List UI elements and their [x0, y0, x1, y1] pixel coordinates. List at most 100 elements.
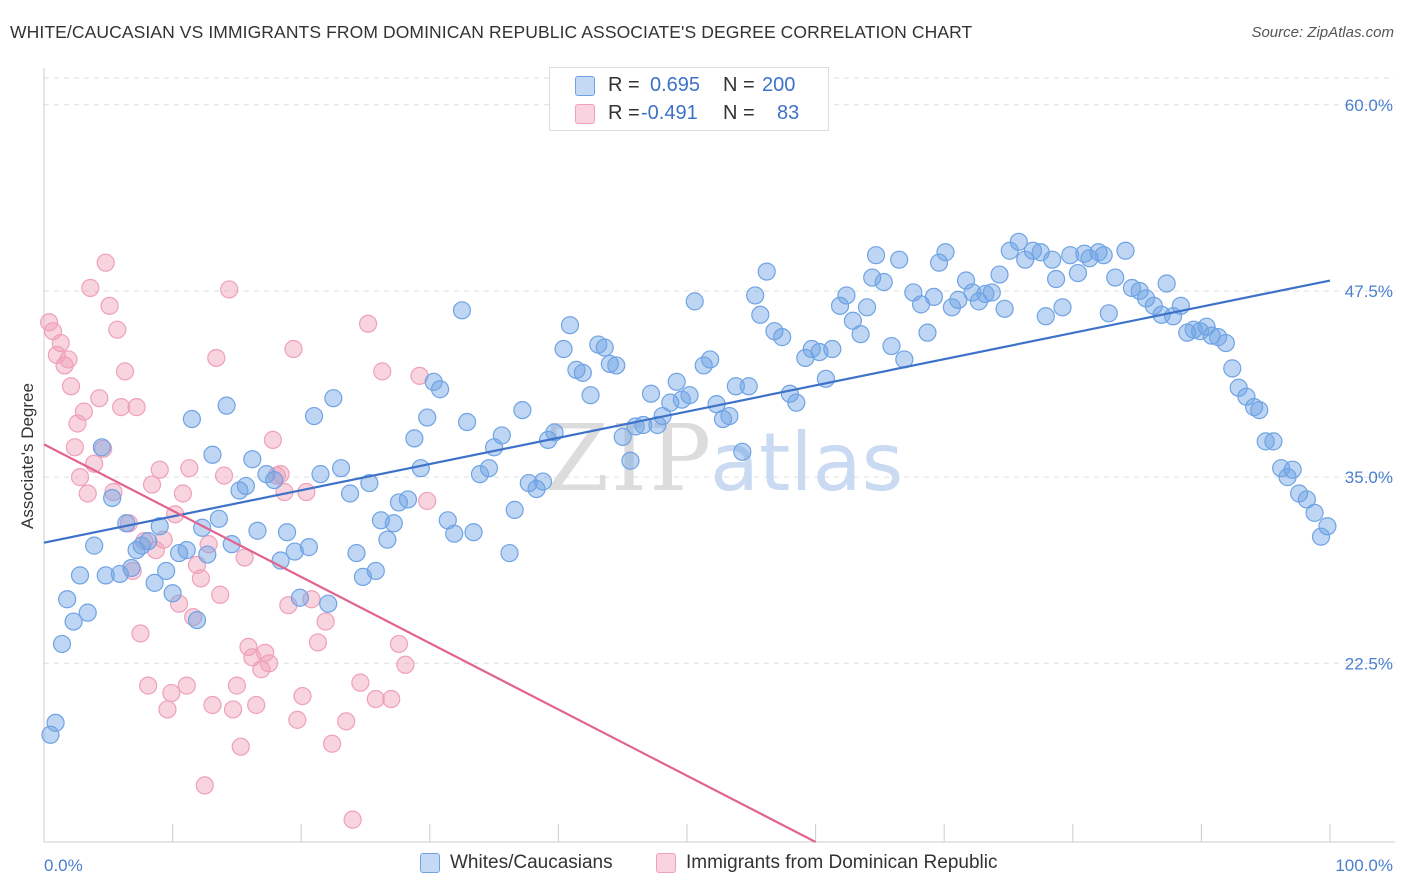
blue-point-60 — [424, 372, 443, 391]
blue-point-82 — [573, 363, 592, 382]
blue-point-109 — [751, 305, 770, 324]
pink-point-0 — [40, 313, 59, 332]
pink-point-52 — [235, 548, 254, 567]
pink-point-64 — [284, 339, 303, 359]
stats-swatch-pink — [575, 104, 595, 124]
chart-title: WHITE/CAUCASIAN VS IMMIGRANTS FROM DOMIN… — [10, 22, 973, 42]
pink-point-65 — [288, 710, 307, 729]
blue-point-136 — [936, 243, 955, 262]
pink-point-31 — [154, 530, 173, 549]
blue-point-165 — [1130, 281, 1149, 301]
blue-point-3 — [58, 590, 77, 609]
blue-point-11 — [110, 564, 129, 584]
pink-point-25 — [131, 624, 150, 643]
blue-point-134 — [924, 287, 944, 307]
blue-point-123 — [851, 325, 870, 344]
blue-point-120 — [830, 296, 850, 315]
pink-point-48 — [220, 280, 239, 299]
pink-point-69 — [308, 633, 328, 652]
blue-point-27 — [203, 445, 222, 464]
pink-point-79 — [389, 634, 409, 654]
pink-point-11 — [78, 484, 97, 503]
stats-box — [549, 67, 829, 131]
blue-point-166 — [1137, 289, 1156, 308]
stat-n-label-pink: N = — [723, 102, 755, 124]
pink-point-66 — [293, 686, 312, 706]
blue-point-160 — [1094, 246, 1113, 265]
blue-point-83 — [581, 386, 600, 405]
pink-point-73 — [343, 810, 362, 829]
blue-point-56 — [398, 490, 418, 509]
blue-point-65 — [457, 412, 477, 432]
blue-point-127 — [874, 272, 893, 292]
blue-point-61 — [430, 380, 450, 399]
axes — [43, 68, 1395, 843]
blue-point-53 — [378, 530, 397, 549]
blue-point-155 — [1061, 246, 1080, 265]
stat-n-value-blue: 200 — [762, 74, 796, 96]
blue-point-41 — [299, 538, 319, 557]
pink-point-75 — [358, 314, 378, 333]
blue-point-64 — [452, 301, 472, 320]
pink-point-46 — [211, 585, 230, 604]
blue-point-24 — [187, 610, 207, 630]
blue-point-17 — [145, 573, 164, 592]
blue-point-121 — [837, 286, 856, 305]
blue-point-138 — [949, 290, 968, 309]
blue-point-1 — [46, 713, 65, 732]
pink-point-70 — [316, 612, 335, 631]
blue-point-105 — [726, 377, 745, 396]
pink-point-18 — [104, 482, 123, 502]
blue-point-147 — [1009, 232, 1028, 251]
blue-point-110 — [757, 262, 776, 281]
blue-point-79 — [554, 339, 573, 359]
pink-point-36 — [173, 484, 192, 503]
stat-r-label-blue: R = — [608, 74, 640, 96]
trend-lines — [43, 279, 1331, 843]
blue-point-68 — [479, 459, 499, 478]
pink-point-59 — [263, 430, 283, 449]
blue-point-85 — [595, 338, 614, 357]
blue-point-124 — [857, 298, 877, 317]
blue-point-33 — [243, 450, 262, 469]
pink-point-80 — [396, 655, 415, 674]
stat-r-value-pink: -0.491 — [641, 102, 698, 124]
blue-point-36 — [265, 470, 284, 490]
legend-swatch-blue — [420, 853, 440, 873]
pink-point-74 — [351, 673, 370, 692]
stat-n-value-pink: 83 — [777, 102, 800, 124]
blue-point-141 — [969, 292, 989, 311]
blue-point-26 — [198, 545, 217, 564]
blue-point-96 — [667, 372, 686, 391]
blue-point-44 — [319, 594, 338, 613]
blue-point-159 — [1089, 243, 1108, 262]
blue-point-191 — [1305, 503, 1324, 522]
source-label: Source: ZipAtlas.com — [1251, 24, 1394, 41]
watermark-atlas: atlas — [710, 416, 903, 509]
blue-trend-line — [43, 279, 1331, 544]
pink-point-37 — [177, 676, 196, 695]
pink-trend-line — [43, 443, 817, 843]
pink-point-30 — [150, 460, 169, 479]
blue-point-23 — [182, 409, 201, 429]
blue-point-152 — [1043, 250, 1062, 269]
blue-point-169 — [1157, 274, 1176, 293]
legend-swatch-pink — [656, 853, 676, 873]
blue-point-151 — [1036, 307, 1055, 326]
blue-point-176 — [1202, 326, 1221, 345]
tick-labels: 22.5% 35.0% 47.5% 60.0% 0.0% 100.0% — [44, 96, 1393, 875]
blue-point-76 — [533, 472, 553, 491]
pink-point-77 — [373, 362, 392, 381]
blue-point-45 — [324, 389, 343, 408]
blue-point-40 — [290, 588, 310, 607]
blue-point-66 — [464, 523, 483, 542]
pink-point-68 — [302, 590, 321, 609]
blue-point-154 — [1053, 298, 1072, 317]
blue-point-92 — [641, 384, 661, 403]
pink-point-32 — [158, 700, 177, 719]
blue-point-75 — [527, 479, 546, 499]
blue-point-104 — [720, 406, 739, 426]
blue-point-93 — [648, 415, 667, 435]
pink-point-28 — [142, 475, 162, 494]
blue-point-112 — [773, 328, 792, 347]
